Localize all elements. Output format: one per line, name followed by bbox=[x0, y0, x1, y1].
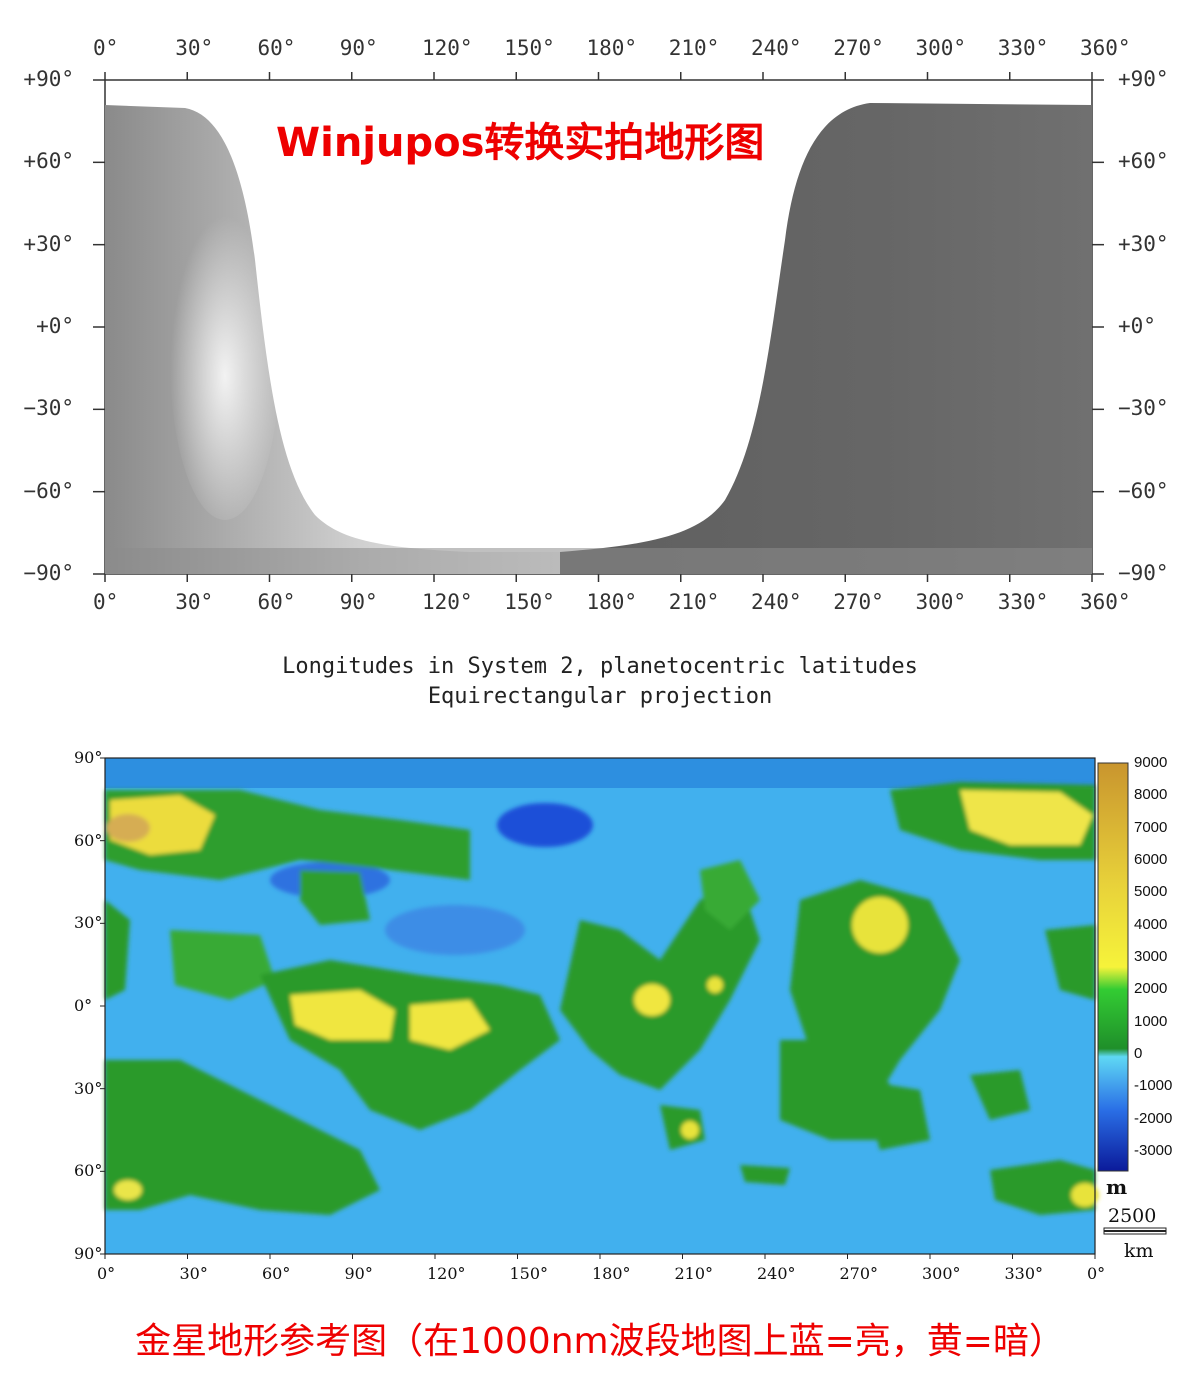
legend-value: 7000 bbox=[1134, 818, 1168, 836]
top-lon-label: 0° bbox=[93, 590, 119, 614]
top-lat-label: −90° bbox=[23, 561, 74, 585]
legend-value: 0 bbox=[1134, 1045, 1143, 1062]
legend-value: 1000 bbox=[1134, 1012, 1168, 1030]
bottom-lat-label: 30° bbox=[74, 1078, 103, 1098]
legend-value: 6000 bbox=[1134, 851, 1168, 868]
legend-unit: m bbox=[1106, 1175, 1128, 1199]
bottom-lon-label: 0° bbox=[97, 1264, 116, 1283]
legend-value: -2000 bbox=[1134, 1109, 1173, 1127]
top-lon-label: 360° bbox=[1080, 590, 1131, 614]
legend-value: -3000 bbox=[1134, 1142, 1173, 1159]
top-lat-label: +30° bbox=[1118, 231, 1169, 256]
bottom-lat-label: 60° bbox=[74, 830, 103, 850]
bottom-lon-label: 180° bbox=[592, 1264, 631, 1283]
legend-value: 4000 bbox=[1134, 915, 1168, 933]
elevation-legend-bar bbox=[1097, 762, 1129, 1172]
top-lat-label: +0° bbox=[1118, 314, 1156, 338]
top-map-ticks bbox=[93, 72, 1104, 582]
legend-value: 3000 bbox=[1134, 948, 1168, 965]
top-lon-label: 90° bbox=[339, 590, 378, 614]
footer-caption: 金星地形参考图（在1000nm波段地图上蓝=亮，黄=暗） bbox=[135, 1321, 1065, 1362]
top-map-bottom-band bbox=[105, 548, 1092, 574]
bottom-lon-label: 90° bbox=[344, 1264, 373, 1283]
top-lat-label: +30° bbox=[23, 231, 74, 256]
bottom-lon-label: 60° bbox=[262, 1264, 291, 1283]
top-lon-label: 270° bbox=[833, 36, 884, 60]
projection-caption-1: Longitudes in System 2, planetocentric l… bbox=[282, 654, 918, 679]
bottom-lat-label: 30° bbox=[74, 913, 103, 933]
bottom-lon-label: 150° bbox=[509, 1264, 549, 1283]
top-lat-label: −30° bbox=[23, 396, 74, 421]
top-lat-label: +60° bbox=[1118, 149, 1169, 174]
top-lon-label: 0° bbox=[93, 36, 119, 60]
bottom-lon-label: 300° bbox=[922, 1264, 961, 1283]
top-lon-label: 90° bbox=[339, 36, 378, 60]
top-lon-label: 240° bbox=[751, 590, 802, 614]
bottom-lat-label: 0° bbox=[74, 996, 93, 1015]
top-lon-label: 210° bbox=[668, 590, 720, 614]
top-lon-label: 60° bbox=[257, 590, 296, 614]
top-lon-label: 300° bbox=[915, 36, 967, 60]
legend-value: 5000 bbox=[1134, 883, 1168, 901]
top-lat-label: −90° bbox=[1118, 561, 1169, 585]
top-lon-label: 60° bbox=[257, 36, 296, 60]
bottom-map-ticks bbox=[100, 757, 1096, 1259]
map2-north-band bbox=[105, 758, 1095, 788]
bottom-lon-label: 270° bbox=[839, 1264, 879, 1283]
top-lat-label: +90° bbox=[1118, 67, 1169, 91]
top-lon-label: 150° bbox=[504, 590, 555, 614]
legend-value: 2000 bbox=[1134, 980, 1168, 998]
legend-value: 8000 bbox=[1134, 786, 1168, 804]
top-lon-label: 240° bbox=[751, 36, 802, 60]
top-lat-label: −60° bbox=[23, 478, 74, 503]
top-lat-label: +0° bbox=[36, 314, 74, 338]
top-lat-label: −60° bbox=[1118, 478, 1169, 503]
winjupos-map bbox=[93, 72, 1104, 582]
bottom-lon-label: 120° bbox=[427, 1264, 466, 1283]
top-map-right-shade bbox=[560, 103, 1092, 574]
top-lat-label: +90° bbox=[23, 67, 74, 91]
top-lat-label: +60° bbox=[23, 149, 74, 174]
bottom-lat-label: 60° bbox=[74, 1161, 103, 1181]
top-map-title: Winjupos转换实拍地形图 bbox=[276, 120, 765, 166]
top-lon-label: 30° bbox=[175, 36, 214, 60]
top-lon-label: 180° bbox=[586, 590, 638, 614]
top-lon-label: 330° bbox=[997, 36, 1049, 60]
top-lon-label: 270° bbox=[833, 590, 884, 614]
map2-terrain bbox=[105, 782, 1099, 1215]
legend-value: 9000 bbox=[1134, 754, 1168, 771]
top-lon-label: 30° bbox=[175, 590, 214, 614]
scale-value: 2500 bbox=[1108, 1205, 1157, 1227]
bottom-lon-label: 240° bbox=[757, 1264, 796, 1283]
bottom-lon-label: 210° bbox=[674, 1264, 714, 1283]
projection-caption-2: Equirectangular projection bbox=[427, 684, 773, 709]
top-lon-label: 360° bbox=[1080, 36, 1131, 60]
bottom-lat-label: 90° bbox=[74, 748, 103, 767]
top-lon-label: 150° bbox=[504, 36, 555, 60]
top-lon-label: 120° bbox=[422, 36, 473, 60]
top-lon-label: 210° bbox=[668, 36, 720, 60]
bottom-lon-label: 30° bbox=[179, 1264, 208, 1283]
top-lat-label: −30° bbox=[1118, 396, 1169, 421]
bottom-lon-label: 0° bbox=[1087, 1264, 1106, 1283]
top-lon-label: 120° bbox=[422, 590, 473, 614]
scale-unit: km bbox=[1124, 1240, 1154, 1262]
scale-bar-box bbox=[1103, 1227, 1167, 1235]
top-lon-label: 180° bbox=[586, 36, 638, 60]
bottom-lon-label: 330° bbox=[1004, 1264, 1044, 1283]
top-lon-label: 330° bbox=[997, 590, 1049, 614]
legend-value: -1000 bbox=[1134, 1077, 1173, 1095]
bottom-lat-label: 90° bbox=[74, 1244, 103, 1263]
top-lon-label: 300° bbox=[915, 590, 967, 614]
top-map-glow bbox=[170, 200, 280, 520]
